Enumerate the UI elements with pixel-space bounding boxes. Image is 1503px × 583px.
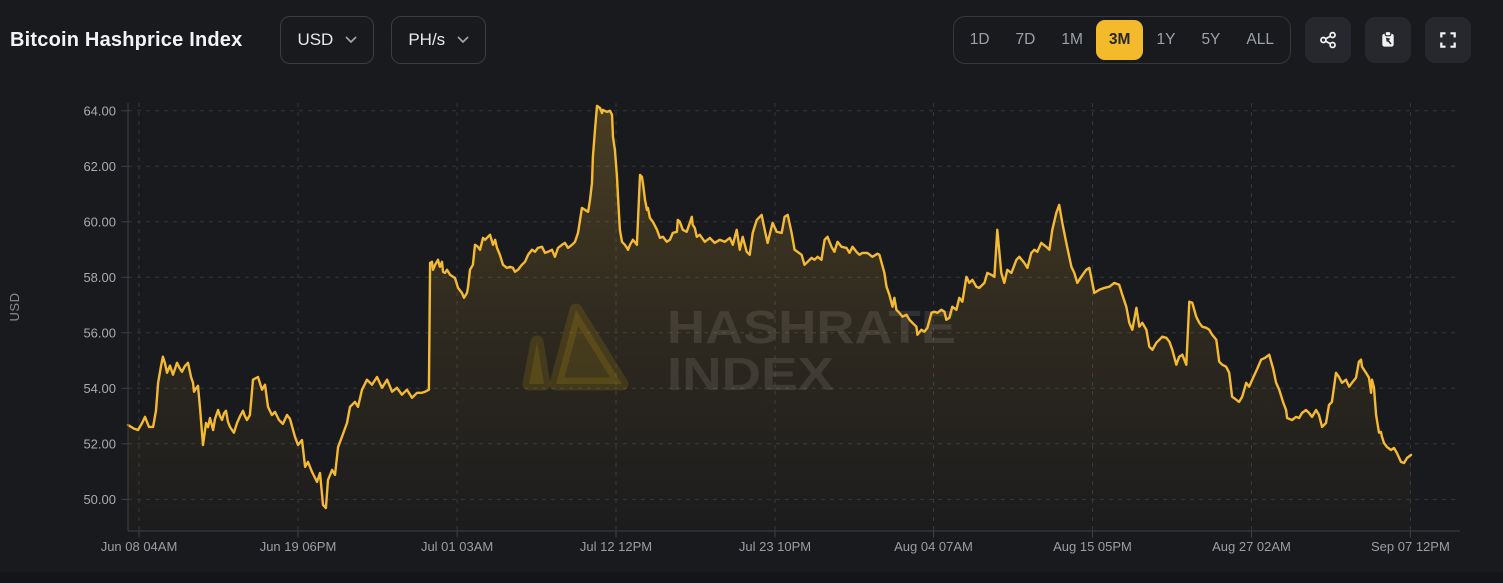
range-button-3m[interactable]: 3M (1095, 20, 1144, 60)
x-tick-label: Aug 04 07AM (894, 539, 973, 554)
chevron-down-icon (457, 36, 469, 44)
header: Bitcoin Hashprice Index USD PH/s 1D 7D 1M 3… (0, 0, 1503, 80)
range-button-5y[interactable]: 5Y (1188, 20, 1233, 60)
range-button-all[interactable]: ALL (1233, 20, 1287, 60)
y-tick-label: 64.00 (83, 103, 116, 118)
dropdown-group: USD PH/s (280, 16, 487, 64)
range-selector: 1D 7D 1M 3M 1Y 5Y ALL (952, 16, 1291, 64)
currency-dropdown[interactable]: USD (280, 16, 375, 64)
range-button-1m[interactable]: 1M (1048, 20, 1096, 60)
y-tick-label: 60.00 (83, 214, 116, 229)
x-tick-label: Jun 08 04AM (101, 539, 178, 554)
range-button-1y[interactable]: 1Y (1143, 20, 1188, 60)
unit-dropdown[interactable]: PH/s (391, 16, 487, 64)
header-actions: 1D 7D 1M 3M 1Y 5Y ALL (952, 16, 1471, 64)
fullscreen-icon (1437, 29, 1459, 51)
chevron-down-icon (345, 36, 357, 44)
x-tick-label: Aug 15 05PM (1053, 539, 1132, 554)
y-tick-label: 54.00 (83, 381, 116, 396)
x-tick-label: Jul 23 10PM (739, 539, 811, 554)
series-area (128, 105, 1411, 532)
axis-labels: 64.00 62.00 60.00 58.00 56.00 54.00 52.00 50.00… (83, 103, 1449, 554)
y-tick-label: 56.00 (83, 325, 116, 340)
page-title: Bitcoin Hashprice Index (10, 28, 243, 51)
y-tick-label: 58.00 (83, 270, 116, 285)
x-tick-label: Aug 27 02AM (1212, 539, 1291, 554)
y-axis-unit-label: USD (7, 293, 22, 322)
x-tick-label: Jul 01 03AM (421, 539, 493, 554)
currency-dropdown-value: USD (297, 30, 334, 49)
share-button[interactable] (1305, 17, 1351, 63)
y-tick-label: 62.00 (83, 159, 116, 174)
axis-layer (121, 103, 1460, 538)
copy-chart-button[interactable] (1365, 17, 1411, 63)
range-button-1d[interactable]: 1D (957, 20, 1003, 60)
footer-strip (0, 572, 1503, 583)
fullscreen-button[interactable] (1425, 17, 1471, 63)
share-icon (1317, 29, 1339, 51)
series-line (126, 104, 1413, 510)
range-button-7d[interactable]: 7D (1003, 20, 1049, 60)
unit-dropdown-value: PH/s (408, 30, 446, 49)
y-tick-label: 50.00 (83, 492, 116, 507)
clipboard-cursor-icon (1377, 29, 1399, 51)
x-tick-label: Sep 07 12PM (1371, 539, 1450, 554)
x-tick-label: Jul 12 12PM (580, 539, 652, 554)
y-tick-label: 52.00 (83, 436, 116, 451)
x-tick-label: Jun 19 06PM (260, 539, 337, 554)
hashprice-chart[interactable]: HASHRATE INDEX 64.0062.0060.0058.0056.00… (0, 80, 1503, 583)
